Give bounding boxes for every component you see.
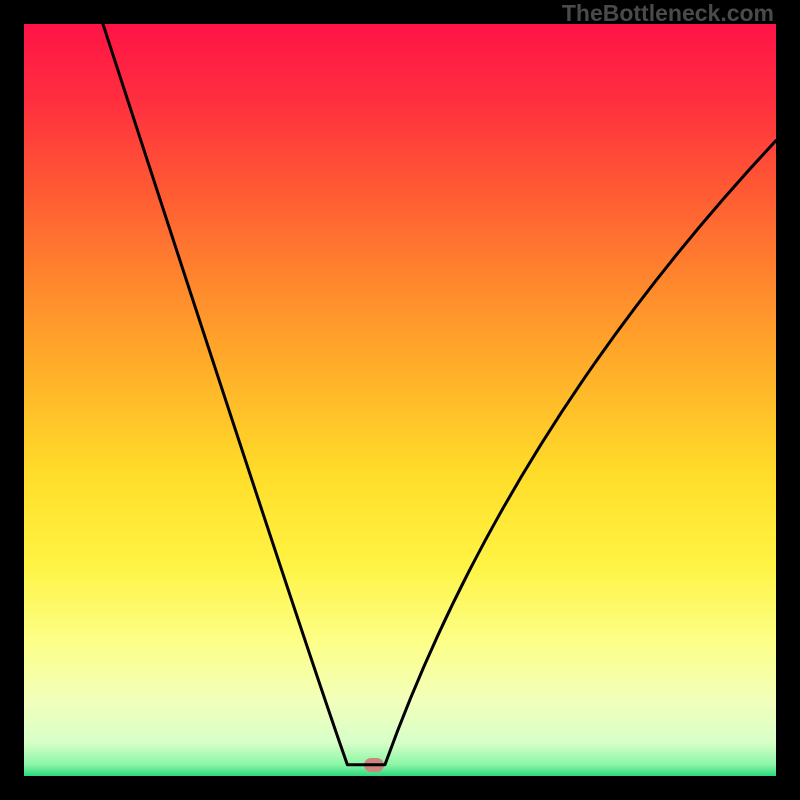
plot-area bbox=[24, 24, 776, 776]
bottleneck-curve-path bbox=[103, 24, 776, 765]
chart-stage: TheBottleneck.com bbox=[0, 0, 800, 800]
bottleneck-curve bbox=[24, 24, 776, 776]
watermark-label: TheBottleneck.com bbox=[562, 0, 774, 27]
